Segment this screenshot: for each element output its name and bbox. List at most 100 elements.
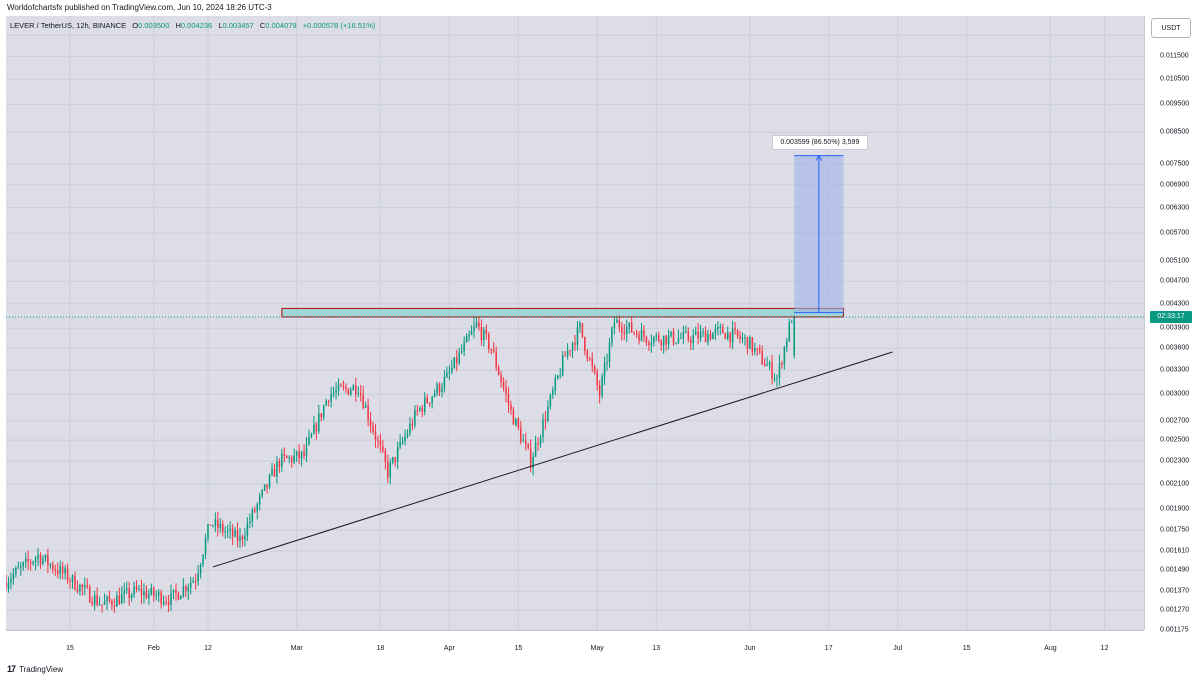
candle-body	[448, 371, 451, 373]
candle-body	[12, 574, 15, 580]
candle-body	[300, 451, 303, 459]
candle-body	[236, 530, 239, 542]
candle-body	[327, 400, 330, 402]
candle-body	[295, 451, 298, 456]
candle-body	[485, 329, 488, 335]
price-axis[interactable]: 0.0125000.0115000.0105000.0095000.008500…	[1144, 16, 1200, 634]
candle-body	[121, 594, 123, 604]
candle-body	[71, 575, 74, 582]
candle-body	[342, 386, 345, 388]
candle-body	[726, 332, 729, 339]
chart-area[interactable]	[6, 16, 1144, 630]
candle-body	[475, 322, 478, 327]
candle-body	[790, 321, 793, 323]
price-tick-label: 0.001370	[1160, 587, 1190, 595]
candle-body	[505, 387, 507, 394]
price-tick-label: 0.003300	[1160, 366, 1190, 374]
candle-body	[657, 335, 660, 342]
candle-body	[510, 404, 512, 410]
candle-body	[246, 523, 249, 537]
time-tick-label: Aug	[1044, 645, 1057, 652]
candle-body	[559, 375, 561, 377]
price-tick-label: 0.004700	[1160, 277, 1190, 285]
price-tick-label: 0.001610	[1160, 547, 1190, 555]
candle-body	[552, 390, 554, 395]
price-tick-label: 0.001175	[1160, 626, 1189, 634]
price-tick-label: 0.005100	[1160, 257, 1190, 265]
candle-body	[182, 586, 185, 597]
candle-body	[581, 323, 584, 338]
candle-body	[204, 538, 207, 555]
candle-body	[165, 601, 167, 603]
tradingview-logo[interactable]: 17 TradingView	[7, 664, 63, 674]
candle-body	[539, 437, 542, 445]
candle-body	[611, 328, 613, 343]
candle-body	[433, 393, 436, 397]
candle-body	[194, 580, 197, 582]
candle-body	[756, 348, 759, 350]
candle-body	[724, 333, 727, 339]
time-tick-label: 12	[1100, 645, 1109, 652]
candle-body	[672, 331, 675, 344]
candle-body	[394, 457, 396, 462]
candle-body	[586, 350, 589, 359]
candle-body	[389, 462, 392, 478]
candle-body	[251, 509, 254, 522]
candle-body	[414, 410, 416, 426]
price-tick-label: 0.002100	[1160, 480, 1190, 488]
candle-body	[603, 363, 606, 377]
candle-body	[717, 327, 719, 329]
candle-body	[320, 413, 323, 418]
price-tick-label: 0.005700	[1160, 229, 1190, 237]
candle-body	[286, 455, 288, 458]
candle-body	[209, 524, 212, 526]
candle-body	[406, 433, 409, 437]
candle-body	[113, 604, 116, 607]
candle-body	[74, 575, 76, 590]
time-axis[interactable]: 15 Feb 12 Mar 18 Apr 15 May 13 Jun 17 Jul 15 Aug 12	[6, 630, 1144, 665]
candle-body	[350, 390, 352, 395]
candle-body	[441, 388, 443, 393]
candle-body	[653, 337, 655, 343]
candle-body	[532, 456, 534, 469]
candle-body	[781, 363, 783, 365]
time-tick-label: Feb	[147, 645, 160, 652]
candle-body	[37, 554, 39, 559]
candle-body	[345, 386, 347, 389]
candle-body	[172, 589, 175, 593]
candle-body	[283, 453, 286, 456]
candle-body	[347, 388, 350, 395]
candle-body	[542, 419, 544, 438]
candle-body	[446, 372, 448, 378]
candle-body	[61, 566, 64, 574]
candle-body	[170, 592, 172, 605]
candle-body	[465, 335, 468, 343]
candle-body	[199, 564, 202, 574]
candle-body	[138, 588, 140, 590]
candle-body	[495, 352, 497, 368]
candle-body	[362, 394, 364, 408]
time-tick-label: 15	[962, 645, 971, 652]
candle-body	[643, 330, 645, 337]
price-tick-label: 0.002500	[1160, 436, 1190, 444]
candle-body	[308, 437, 310, 445]
candle-body	[500, 374, 502, 382]
candle-body	[212, 525, 214, 527]
candle-body	[96, 595, 98, 605]
candle-body	[207, 524, 209, 539]
candle-body	[601, 376, 603, 396]
candle-body	[776, 377, 778, 379]
candle-body	[492, 349, 495, 353]
candle-body	[699, 332, 702, 339]
candle-body	[419, 407, 421, 411]
chart-canvas[interactable]	[6, 16, 1144, 630]
candle-body	[744, 337, 746, 339]
candle-body	[722, 326, 724, 334]
currency-button[interactable]: USDT	[1151, 18, 1191, 38]
candle-body	[91, 602, 93, 605]
candle-body	[682, 331, 685, 338]
time-tick-label: Jul	[893, 645, 903, 652]
candle-body	[64, 568, 66, 574]
candle-body	[729, 332, 731, 342]
candle-body	[24, 558, 27, 563]
